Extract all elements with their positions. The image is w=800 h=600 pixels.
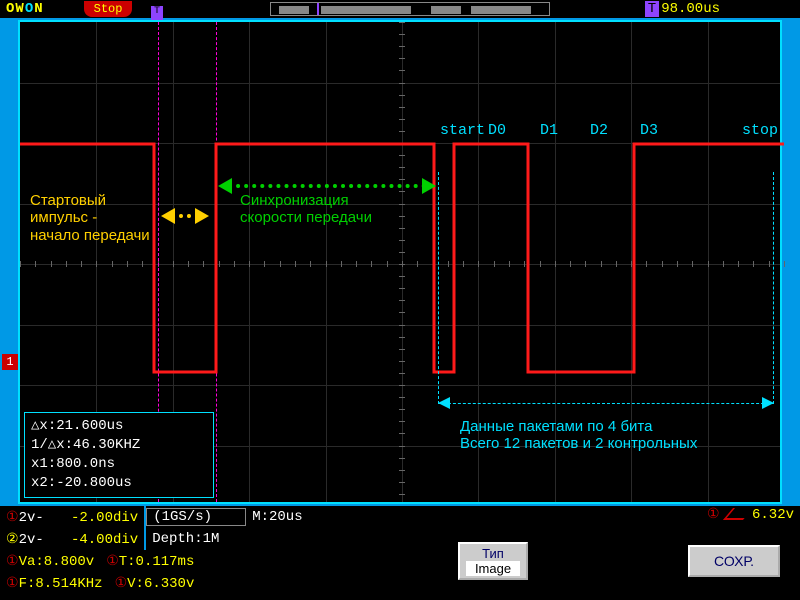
trigger-level: ① 6.32v — [707, 506, 794, 523]
trigger-position-icon: T — [151, 6, 163, 20]
meas-v: V:6.330v — [127, 576, 194, 592]
field-label-D2: D2 — [590, 122, 608, 139]
cursor-x2[interactable] — [216, 22, 217, 502]
annotation-packets: Данные пакетами по 4 бита Всего 12 пакет… — [460, 418, 697, 452]
field-label-D3: D3 — [640, 122, 658, 139]
button-save[interactable]: СОХР. — [688, 545, 780, 577]
field-label-start: start — [440, 122, 485, 139]
cursor-measurements: △x:21.600us 1/△x:46.30KHZ x1:800.0ns x2:… — [24, 412, 214, 498]
bottom-bar: ①2v- -2.00div (1GS/s) M:20us ① 6.32v ②2v… — [0, 506, 800, 600]
time-readout: T98.00us — [645, 1, 720, 17]
brand-logo: OWON — [0, 1, 44, 17]
annotation-sync: Синхронизация скорости передачи — [240, 192, 372, 227]
button-type[interactable]: Тип Image — [458, 542, 528, 580]
meas-f: F:8.514KHz — [19, 576, 103, 592]
annotation-start-pulse: Стартовый импульс - начало передачи — [30, 192, 170, 244]
ch2-offset: -4.00div — [71, 532, 138, 548]
run-status: Stop — [84, 1, 133, 17]
field-label-stop: stop — [742, 122, 778, 139]
timebase: M:20us — [246, 509, 308, 525]
ch1-marker: 1 — [2, 354, 18, 370]
field-label-D0: D0 — [488, 122, 506, 139]
sample-rate: (1GS/s) — [146, 508, 246, 526]
data-bracket — [438, 172, 774, 404]
meas-va: Va:8.800v — [19, 554, 95, 570]
top-bar: OWON Stop T98.00us — [0, 0, 800, 18]
ch1-offset: -2.00div — [71, 510, 138, 526]
meas-dx: △x:21.600us — [31, 417, 207, 436]
meas-x2: x2:-20.800us — [31, 474, 207, 493]
meas-x1: x1:800.0ns — [31, 455, 207, 474]
field-label-D1: D1 — [540, 122, 558, 139]
memory-map — [270, 2, 550, 16]
waveform-display: 1 T startD0D1D2D3stop Стартовый импульс … — [18, 20, 782, 504]
meas-t: T:0.117ms — [119, 554, 195, 570]
mem-depth: Depth:1M — [146, 531, 225, 547]
ch2-scale: 2v- — [19, 532, 63, 548]
ch1-scale: 2v- — [19, 510, 63, 526]
meas-frq: 1/△x:46.30KHZ — [31, 436, 207, 455]
